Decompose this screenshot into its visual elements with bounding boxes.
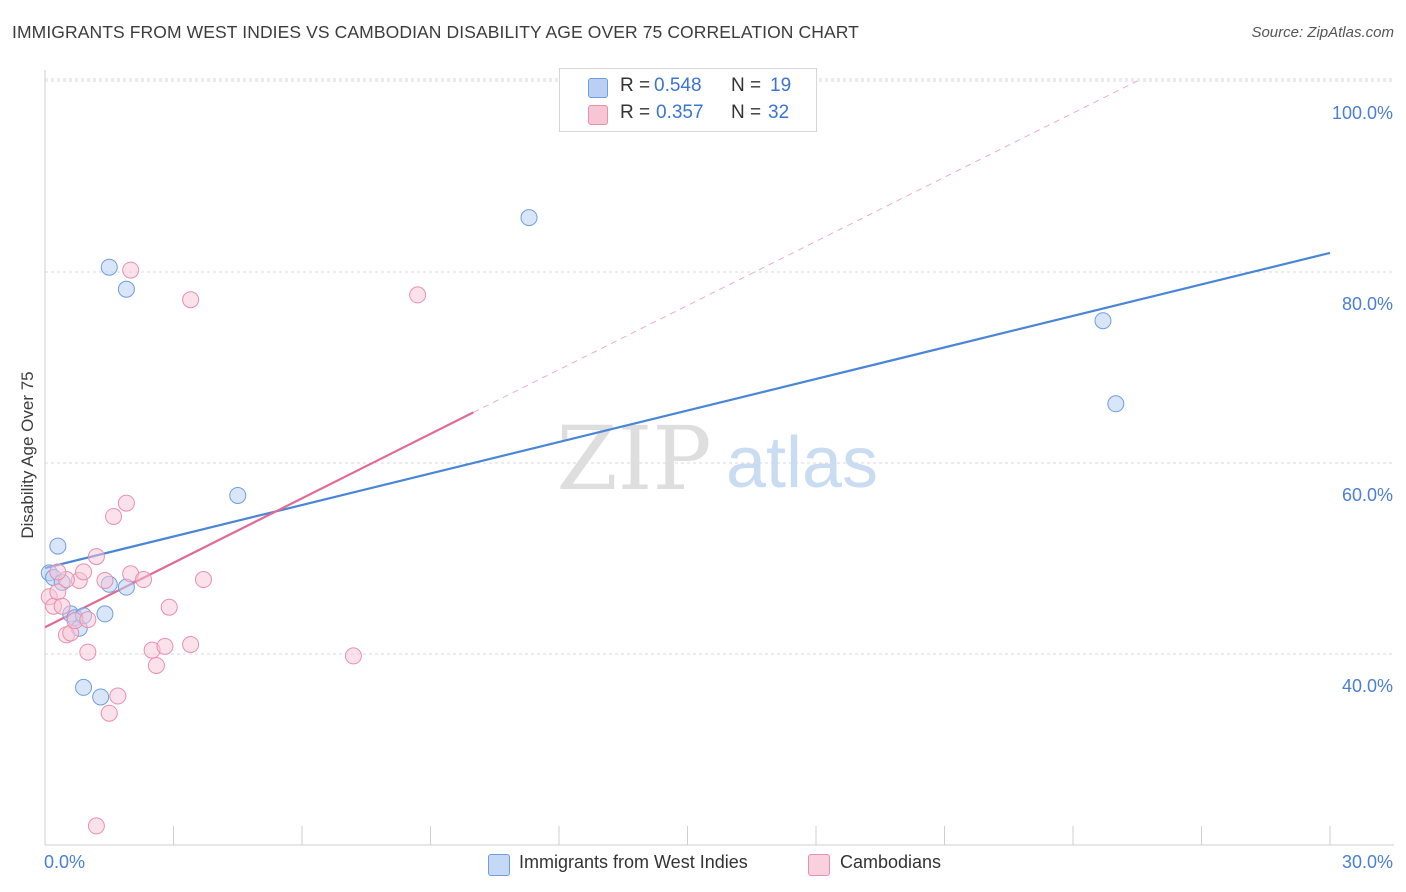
data-point: [49, 563, 67, 581]
data-point: [75, 563, 93, 581]
trend-extension-1: [473, 80, 1138, 413]
legend-swatch-cambodians: [588, 105, 608, 125]
legend-swatch-west-indies: [488, 854, 510, 876]
data-point: [194, 571, 212, 589]
data-points: [40, 209, 1125, 835]
data-point: [1094, 312, 1112, 330]
data-point: [182, 635, 200, 653]
data-point: [75, 678, 93, 696]
data-point: [92, 688, 110, 706]
data-point: [117, 494, 135, 512]
y-axis-label: Disability Age Over 75: [18, 371, 37, 539]
watermark-zip: ZIP: [556, 407, 711, 510]
data-point: [182, 291, 200, 309]
data-point: [156, 637, 174, 655]
x-tick-label-max: 30.0%: [1341, 852, 1393, 872]
data-point: [53, 597, 71, 615]
legend-r-label: R =: [620, 75, 651, 96]
legend-label-cambodians: Cambodians: [840, 852, 942, 872]
data-point: [87, 548, 105, 566]
legend-n-label: N =: [731, 102, 762, 123]
y-tick-label: 100.0%: [1331, 103, 1393, 123]
source-label: Source: ZipAtlas.com: [1251, 24, 1394, 41]
legend-n-value: 19: [770, 75, 792, 96]
data-point: [1107, 395, 1125, 413]
y-tick-label: 60.0%: [1341, 485, 1393, 505]
data-point: [96, 571, 114, 589]
data-point: [79, 643, 97, 661]
legend-r-value: 0.548: [654, 75, 702, 96]
trend-line-1: [44, 411, 474, 629]
axes: [44, 70, 1394, 846]
chart-title: IMMIGRANTS FROM WEST INDIES VS CAMBODIAN…: [12, 22, 859, 42]
data-point: [49, 537, 67, 555]
legend-swatch-west-indies: [588, 78, 608, 98]
data-point: [122, 261, 140, 279]
legend-n-value: 32: [768, 102, 790, 123]
data-point: [96, 605, 114, 623]
data-point: [409, 286, 427, 304]
legend-r-label: R =: [620, 102, 651, 123]
trend-lines: [44, 80, 1331, 629]
data-point: [520, 209, 538, 227]
data-point: [79, 611, 97, 629]
correlation-legend: R = 0.548 N = 19 R = 0.357 N = 32: [559, 68, 817, 132]
data-point: [117, 280, 135, 298]
trend-line-0: [44, 251, 1331, 570]
legend-r-value: 0.357: [656, 102, 704, 123]
data-point: [229, 486, 247, 504]
watermark-atlas: atlas: [726, 423, 878, 503]
watermark: ZIP atlas: [556, 407, 878, 510]
data-point: [135, 571, 153, 589]
data-point: [344, 647, 362, 665]
data-point: [87, 817, 105, 835]
data-point: [147, 656, 165, 674]
legend-n-label: N =: [731, 75, 762, 96]
data-point: [100, 258, 118, 276]
legend-label-west-indies: Immigrants from West Indies: [519, 852, 748, 872]
data-point: [100, 704, 118, 722]
data-point: [109, 687, 127, 705]
legend-swatch-cambodians: [808, 854, 830, 876]
data-point: [160, 598, 178, 616]
x-tick-label-min: 0.0%: [44, 852, 86, 872]
gridlines: [45, 78, 1394, 655]
y-tick-label: 40.0%: [1341, 676, 1393, 696]
data-point: [105, 507, 123, 525]
y-tick-label: 80.0%: [1341, 294, 1393, 314]
